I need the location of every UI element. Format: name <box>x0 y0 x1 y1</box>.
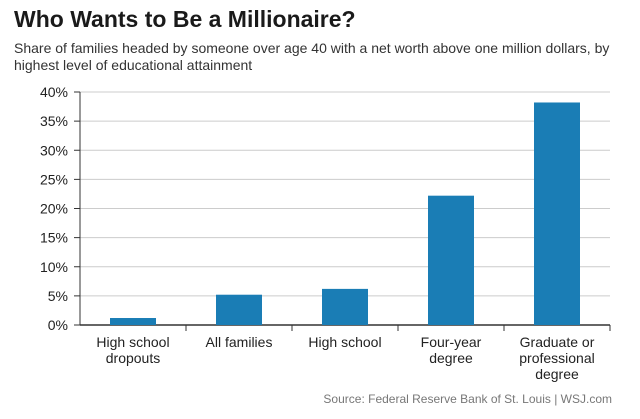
x-tick-label: Four-year degree <box>421 334 482 366</box>
x-tick-label: Graduate or professional degree <box>519 334 595 382</box>
bar <box>322 288 368 325</box>
bar <box>534 102 580 325</box>
y-tick-label: 0% <box>48 317 68 333</box>
bar <box>110 318 156 325</box>
y-tick-label: 10% <box>40 259 68 275</box>
chart-title: Who Wants to Be a Millionaire? <box>14 6 356 32</box>
x-tick-label: All families <box>206 334 273 350</box>
chart-subtitle: Share of families headed by someone over… <box>14 40 610 73</box>
y-tick-label: 30% <box>40 142 68 158</box>
y-tick-label: 40% <box>40 84 68 100</box>
bar <box>216 294 262 325</box>
x-tick-label: High school <box>308 334 381 350</box>
source-note: Source: Federal Reserve Bank of St. Loui… <box>323 392 612 406</box>
bar <box>428 195 474 325</box>
y-tick-label: 20% <box>40 201 68 217</box>
y-tick-label: 15% <box>40 230 68 246</box>
x-tick-label: High school dropouts <box>96 334 169 366</box>
y-tick-label: 5% <box>48 288 68 304</box>
y-tick-label: 35% <box>40 113 68 129</box>
y-tick-label: 25% <box>40 171 68 187</box>
